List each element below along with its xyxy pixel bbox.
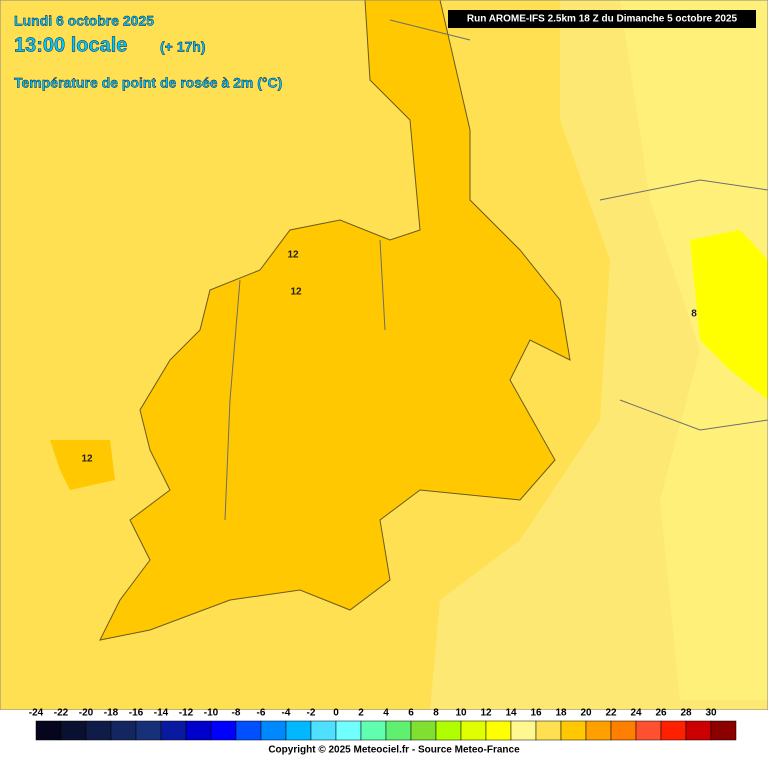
legend-swatch — [35, 720, 62, 741]
legend-tick-label: 26 — [655, 708, 667, 719]
legend-swatch — [160, 720, 187, 741]
legend-tick-label: 20 — [580, 708, 592, 719]
legend-tick-label: -14 — [154, 708, 169, 719]
legend-swatch — [560, 720, 587, 741]
date: Lundi 6 octobre 2025 — [14, 13, 154, 29]
legend-tick-label: -12 — [179, 708, 194, 719]
legend-swatch — [335, 720, 362, 741]
legend-tick-label: 14 — [505, 708, 517, 719]
legend-tick-label: 0 — [333, 708, 339, 719]
yellow-patch — [690, 230, 768, 400]
run-info: Run AROME-IFS 2.5km 18 Z du Dimanche 5 o… — [467, 14, 738, 25]
contour-label: 12 — [81, 454, 93, 465]
contour-label: 12 — [287, 250, 299, 261]
legend-tick-label: -10 — [204, 708, 219, 719]
legend-tick-label: -20 — [79, 708, 94, 719]
legend-tick-label: 2 — [358, 708, 364, 719]
legend-tick-label: -24 — [29, 708, 44, 719]
legend-swatch — [235, 720, 262, 741]
legend-tick-label: 16 — [530, 708, 542, 719]
legend-tick-label: 22 — [605, 708, 617, 719]
legend-tick-label: 6 — [408, 708, 414, 719]
legend-swatch — [110, 720, 137, 741]
legend-swatch — [710, 720, 737, 741]
legend-swatch — [510, 720, 537, 741]
light-area — [620, 0, 768, 700]
contour-label: 8 — [691, 309, 697, 320]
border-line — [224, 19, 768, 521]
legend-swatch — [210, 720, 237, 741]
legend-swatch — [485, 720, 512, 741]
run-box — [448, 10, 756, 28]
legend-tick-label: -18 — [104, 708, 119, 719]
legend-tick-label: 24 — [630, 708, 642, 719]
legend-swatch — [385, 720, 412, 741]
legend-swatch — [635, 720, 662, 741]
legend-swatch — [310, 720, 337, 741]
parameter: Température de point de rosée à 2m (°C) — [14, 75, 282, 91]
dewpoint-12-area — [99, 0, 571, 641]
dewpoint-12-area — [50, 440, 115, 490]
legend-swatch — [535, 720, 562, 741]
legend-swatch — [410, 720, 437, 741]
legend-tick-label: -6 — [257, 708, 266, 719]
legend-tick-label: -8 — [232, 708, 241, 719]
legend-tick-label: -2 — [307, 708, 316, 719]
legend-swatch — [585, 720, 612, 741]
legend-swatch — [435, 720, 462, 741]
legend-swatch — [260, 720, 287, 741]
legend-tick-label: 28 — [680, 708, 692, 719]
copyright: Copyright © 2025 Meteociel.fr - Source M… — [268, 745, 520, 756]
time: 13:00 locale — [14, 34, 127, 56]
legend-tick-label: 8 — [433, 708, 439, 719]
legend-swatch — [135, 720, 162, 741]
legend-swatch — [185, 720, 212, 741]
legend: -24 -22 -20 -18 -16 -14 -12 -10 -8 -6 -4 -2 0 2 4 6 8 10 1… — [29, 708, 737, 741]
legend-swatch — [610, 720, 637, 741]
legend-swatch — [285, 720, 312, 741]
offset: (+ 17h) — [160, 39, 206, 55]
legend-swatch — [660, 720, 687, 741]
legend-tick-label: 18 — [555, 708, 567, 719]
legend-tick-label: -4 — [282, 708, 291, 719]
legend-tick-label: -22 — [54, 708, 69, 719]
contour-label: 12 — [290, 287, 302, 298]
legend-swatch — [85, 720, 112, 741]
legend-tick-label: 30 — [705, 708, 717, 719]
legend-tick-label: -16 — [129, 708, 144, 719]
legend-swatch — [360, 720, 387, 741]
legend-tick-label: 10 — [455, 708, 467, 719]
legend-tick-label: 4 — [383, 708, 389, 719]
legend-swatch — [60, 720, 87, 741]
legend-swatch — [460, 720, 487, 741]
legend-swatch — [685, 720, 712, 741]
legend-tick-label: 12 — [480, 708, 492, 719]
